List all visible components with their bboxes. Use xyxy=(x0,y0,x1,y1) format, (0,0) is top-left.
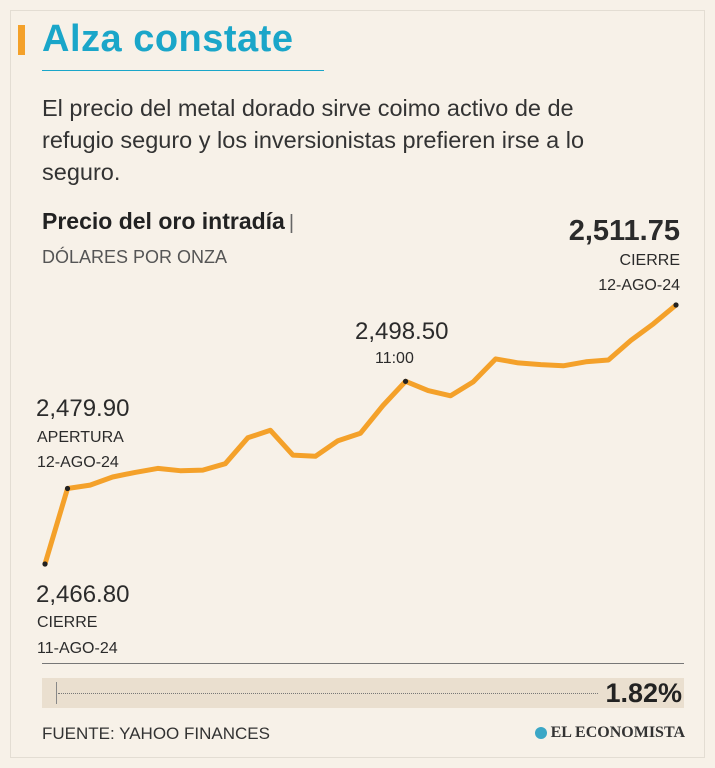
infographic-frame xyxy=(10,10,705,758)
change-strip-dotted-line xyxy=(58,693,598,694)
chart-title-separator: | xyxy=(288,212,295,234)
publisher-logo: EL ECONOMISTA xyxy=(534,724,685,742)
annotation-open-value: 2,479.90 xyxy=(36,395,129,422)
line-layer xyxy=(42,302,679,567)
title-underline xyxy=(42,70,324,71)
annotation-close-prev-line1: CIERRE xyxy=(37,614,97,631)
title-accent-bar xyxy=(18,25,25,55)
annotation-close-prev-line2: 11-AGO-24 xyxy=(37,640,118,657)
point-mid xyxy=(402,378,409,384)
annotation-open-line2: 12-AGO-24 xyxy=(37,454,119,471)
bottom-divider xyxy=(42,663,684,664)
page-title: Alza constate xyxy=(42,18,294,60)
chart-title: Precio del oro intradía | xyxy=(42,208,294,235)
logo-text: EL ECONOMISTA xyxy=(550,724,685,741)
description-text: El precio del metal dorado sirve coimo a… xyxy=(42,95,585,185)
change-strip: 1.82% xyxy=(42,678,684,708)
chart-unit-label: DÓLARES POR ONZA xyxy=(42,247,228,267)
annotation-close-value: 2,511.75 xyxy=(569,215,680,247)
point-close-prev xyxy=(42,561,48,567)
point-layer xyxy=(42,302,679,567)
chart-title-text: Precio del oro intradía xyxy=(42,208,285,234)
point-close xyxy=(673,302,679,308)
annotation-open-line1: APERTURA xyxy=(37,429,124,446)
annotation-close-line2: 12-AGO-24 xyxy=(598,277,680,294)
change-strip-tick xyxy=(56,682,57,704)
annotation-mid-line1: 11:00 xyxy=(375,350,414,367)
annotation-mid-value: 2,498.50 xyxy=(355,318,448,345)
point-open xyxy=(64,485,71,492)
price-series-line xyxy=(42,302,679,567)
logo-icon xyxy=(534,727,547,739)
percent-change-value: 1.82% xyxy=(605,678,682,708)
annotation-close-line1: CIERRE xyxy=(620,252,680,269)
source-label: FUENTE: YAHOO FINANCES xyxy=(42,724,270,743)
annotation-close-prev-value: 2,466.80 xyxy=(36,581,129,608)
